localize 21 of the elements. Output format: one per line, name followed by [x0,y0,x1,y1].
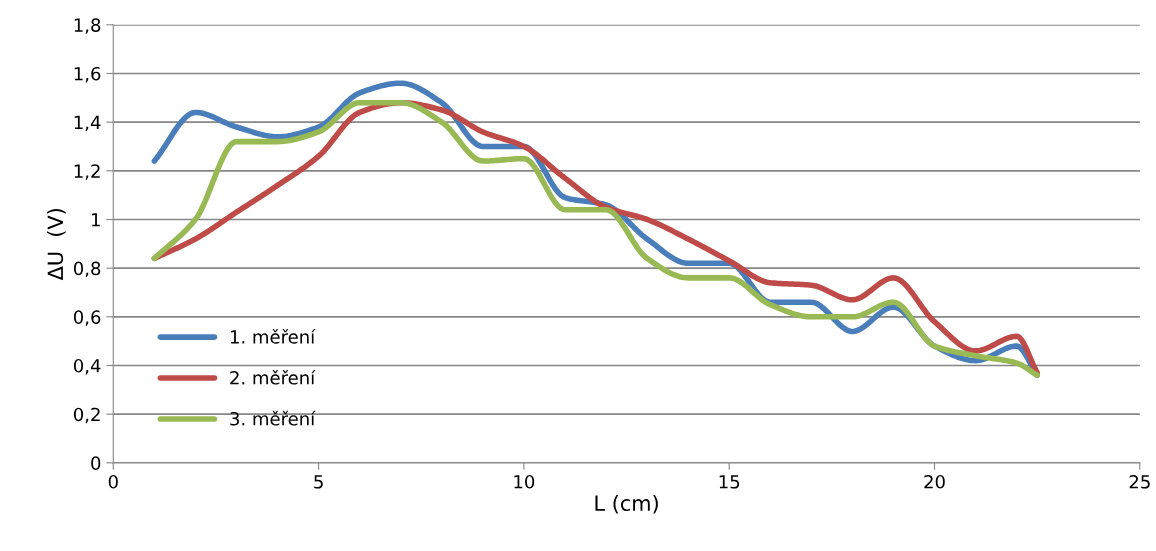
x-tick-label: 25 [1129,474,1150,489]
legend-label: 2. měření [230,369,316,385]
y-tick-label: 1 [91,213,100,227]
x-tick-label: 15 [719,475,740,489]
legend-label: 3. měření [230,410,316,426]
legend-label: 1. měření [230,328,316,344]
x-tick-label: 0 [108,474,118,489]
y-tick-label: 0 [91,456,101,470]
y-axis-title: ΔU (V) [47,208,66,281]
y-tick-label: 0,4 [73,358,101,375]
y-tick-label: 1,2 [74,164,100,180]
y-tick-label: 0,2 [73,407,100,424]
y-tick-label: 1,4 [74,115,101,132]
x-tick-label: 5 [314,475,323,489]
y-tick-label: 0,8 [73,261,101,278]
x-axis-title: L (cm) [595,494,658,514]
x-tick-label: 20 [924,474,945,489]
y-tick-label: 0,6 [73,310,101,326]
x-tick-label: 10 [514,474,535,489]
y-tick-label: 1,8 [74,18,101,34]
y-tick-label: 1,6 [74,66,101,83]
